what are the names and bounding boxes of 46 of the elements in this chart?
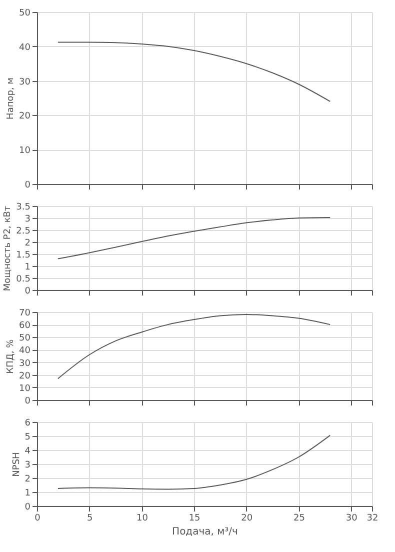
y-tick-label: 5	[24, 432, 30, 442]
y-tick-label: 50	[19, 334, 31, 344]
y-axis-title: NPSH	[12, 452, 22, 477]
y-tick-label: 3	[24, 460, 30, 470]
y-tick-label: 40	[19, 346, 31, 356]
x-tick-label: 30	[346, 514, 358, 524]
y-tick-label: 30	[19, 358, 31, 369]
y-tick-label: 1	[24, 262, 30, 272]
y-tick-label: 6	[24, 418, 31, 428]
y-tick-label: 3	[24, 214, 30, 224]
line-series	[57, 42, 331, 102]
y-axis-title: Напор, м	[6, 78, 16, 120]
x-tick-label: 20	[241, 514, 253, 524]
y-tick-label: 0	[24, 286, 31, 296]
x-tick-label: 25	[293, 514, 305, 524]
y-tick-label: 20	[19, 371, 31, 382]
y-tick-label: 10	[19, 384, 31, 394]
x-tick-label: 0	[34, 514, 41, 524]
y-tick-label: 1.5	[16, 250, 30, 260]
y-tick-label: 2	[24, 474, 30, 484]
y-tick-label: 2	[24, 238, 30, 248]
y-tick-label: 1	[24, 488, 30, 498]
x-axis-title: Подача, м³/ч	[172, 526, 238, 538]
y-tick-label: 0	[24, 502, 31, 512]
y-tick-label: 10	[19, 146, 31, 156]
y-axis-title: Мощность P2, кВт	[3, 206, 14, 292]
y-tick-label: 0	[24, 396, 31, 406]
y-tick-label: 60	[19, 321, 31, 332]
y-tick-label: 3.5	[16, 202, 30, 212]
y-tick-label: 30	[19, 77, 31, 88]
line-series	[57, 217, 331, 260]
x-tick-label: 32	[366, 514, 378, 524]
line-series	[57, 314, 331, 380]
x-tick-label: 15	[188, 514, 200, 524]
y-tick-label: 20	[19, 112, 31, 122]
y-tick-label: 70	[19, 308, 31, 318]
y-axis-title: КПД, %	[6, 338, 16, 374]
y-tick-label: 2.5	[16, 226, 30, 236]
x-tick-label: 5	[86, 514, 93, 524]
y-tick-label: 0.5	[16, 274, 30, 284]
y-tick-label: 50	[19, 8, 31, 18]
line-series	[57, 434, 331, 490]
y-tick-label: 40	[19, 42, 31, 53]
y-tick-label: 4	[24, 446, 31, 456]
x-tick-label: 10	[136, 514, 148, 524]
y-tick-label: 0	[24, 180, 31, 190]
